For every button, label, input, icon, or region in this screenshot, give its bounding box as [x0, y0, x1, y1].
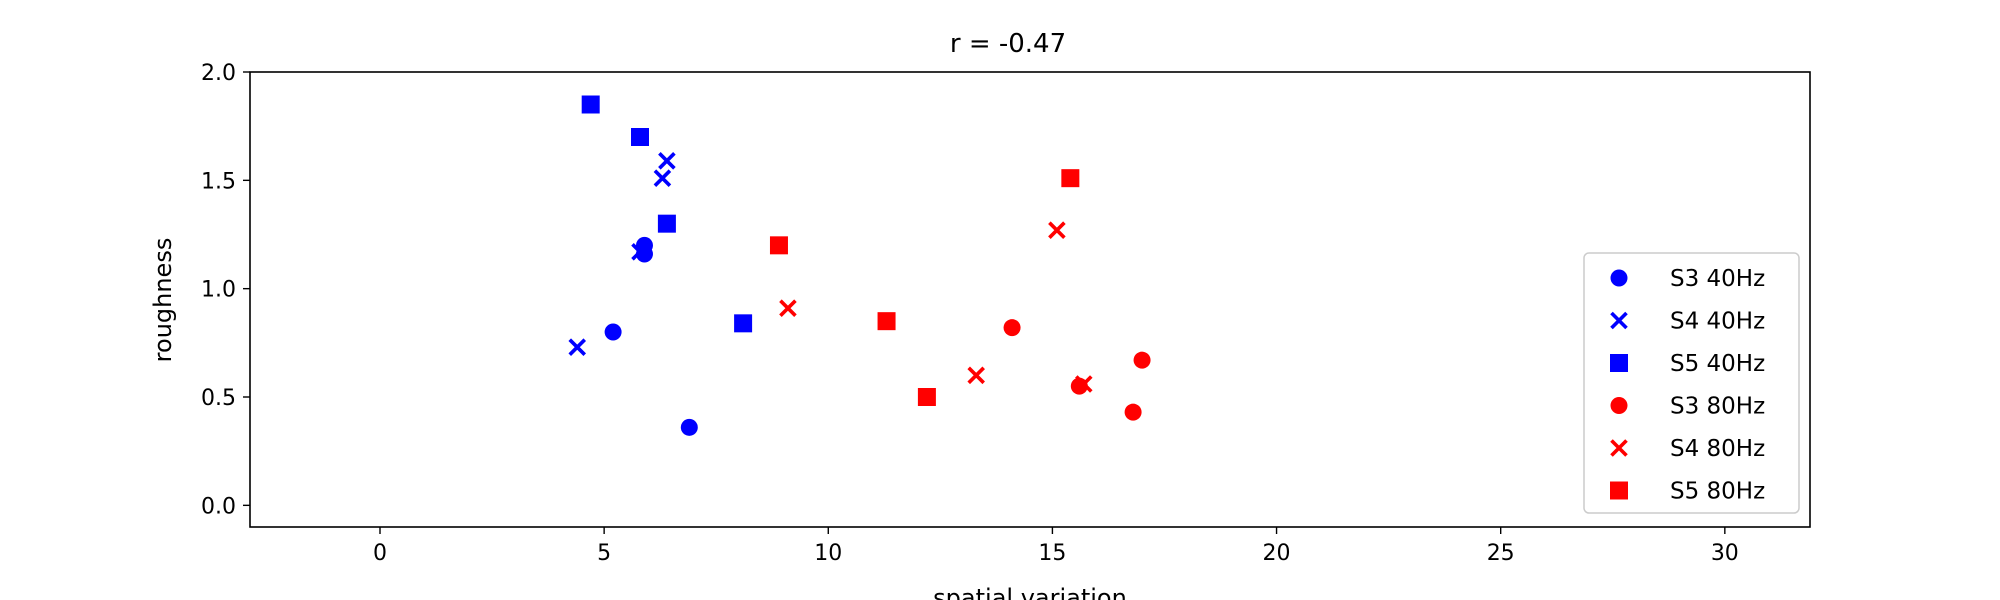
legend: S3 40Hz S4 40Hz S5 40Hz S3 80Hz S4 80Hz S5 80… [1583, 252, 1800, 514]
legend-label: S4 80Hz [1670, 436, 1765, 462]
data-point [1075, 375, 1093, 393]
x-tick-label: 25 [1487, 541, 1515, 566]
plot-area [568, 95, 1151, 436]
data-point [779, 299, 797, 317]
y-axis: 0.0 0.5 1.0 1.5 2.0 [201, 61, 250, 519]
y-tick-label: 2.0 [201, 61, 236, 86]
legend-marker [1610, 354, 1628, 372]
legend-item: S4 80Hz [1610, 436, 1765, 462]
x-axis-label: spatial variation [933, 584, 1127, 600]
y-tick-label: 0.0 [201, 494, 236, 519]
data-point [734, 314, 753, 333]
y-tick-label: 0.5 [201, 386, 236, 411]
x-tick-label: 10 [814, 541, 842, 566]
legend-marker [1610, 269, 1628, 287]
x-axis: 0 5 10 15 20 25 30 [373, 527, 1739, 566]
data-point [877, 312, 896, 331]
data-point [653, 169, 672, 187]
y-axis-label: roughness [149, 238, 177, 363]
data-point [568, 338, 587, 356]
y-tick-label: 1.5 [201, 169, 236, 194]
legend-box [1583, 252, 1800, 514]
series-s3-40hz [604, 236, 698, 436]
data-point [604, 323, 622, 341]
data-point [658, 152, 676, 170]
series-s3-80hz [1003, 319, 1151, 421]
legend-item: S3 40Hz [1610, 266, 1765, 292]
series-s5-40hz [581, 95, 753, 333]
data-point [1124, 403, 1142, 421]
data-point [917, 388, 936, 406]
data-point [1061, 169, 1080, 188]
x-tick-label: 30 [1711, 541, 1739, 566]
legend-item: S4 40Hz [1610, 309, 1765, 335]
data-point [581, 95, 600, 114]
data-point [1133, 351, 1151, 369]
legend-marker [1610, 397, 1628, 414]
legend-label: S3 40Hz [1670, 266, 1765, 292]
data-point [657, 214, 676, 233]
x-tick-label: 0 [373, 541, 387, 566]
legend-marker [1610, 481, 1628, 500]
series-s4-80hz [779, 221, 1093, 393]
legend-label: S5 40Hz [1670, 351, 1765, 377]
data-point [769, 236, 788, 255]
series-s4-40hz [568, 152, 676, 356]
legend-item: S3 80Hz [1610, 394, 1765, 420]
series-s5-80hz [769, 169, 1080, 406]
legend-marker [1610, 311, 1628, 330]
chart-title: r = -0.47 [950, 29, 1066, 59]
plot-frame [249, 71, 1811, 528]
legend-item: S5 80Hz [1610, 479, 1765, 505]
y-tick-label: 1.0 [201, 278, 236, 303]
legend-label: S5 80Hz [1670, 479, 1765, 505]
x-tick-label: 5 [597, 541, 611, 566]
legend-label: S4 40Hz [1670, 309, 1765, 335]
legend-label: S3 80Hz [1670, 394, 1765, 420]
data-point [1048, 221, 1066, 239]
legend-marker [1610, 439, 1628, 457]
x-tick-label: 15 [1038, 541, 1066, 566]
data-point [967, 366, 985, 385]
legend-item: S5 40Hz [1610, 351, 1765, 377]
data-point [631, 128, 649, 146]
x-tick-label: 20 [1263, 541, 1291, 566]
data-point [1003, 319, 1021, 337]
data-point [631, 243, 649, 261]
data-point [680, 418, 698, 436]
